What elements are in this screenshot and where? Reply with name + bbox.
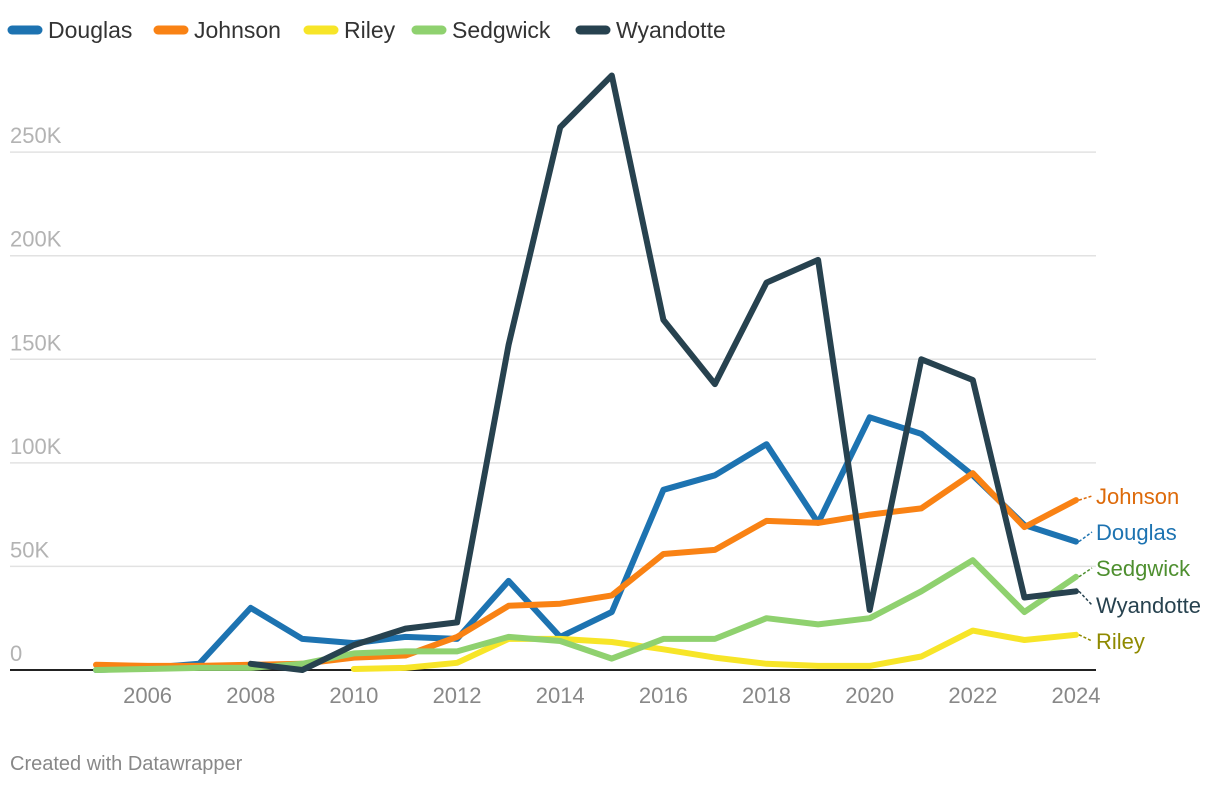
legend-label: Sedgwick [452,17,551,43]
x-tick-label: 2012 [433,683,482,708]
y-tick-label: 100K [10,434,62,459]
y-tick-label: 200K [10,227,62,252]
series-line-johnson [93,470,1079,669]
y-tick-label: 150K [10,330,62,355]
end-label-douglas: Douglas [1096,520,1177,545]
legend-item-wyandotte: Wyandotte [575,17,726,43]
x-tick-label: 2024 [1052,683,1101,708]
x-tick-label: 2010 [329,683,378,708]
legend-item-johnson: Johnson [153,17,281,43]
legend-item-sedgwick: Sedgwick [411,17,551,43]
x-tick-label: 2016 [639,683,688,708]
x-tick-label: 2022 [948,683,997,708]
x-tick-label: 2006 [123,683,172,708]
end-label-leader [1078,495,1093,501]
series-line-riley [350,627,1079,672]
end-label-sedgwick: Sedgwick [1096,556,1191,581]
end-label-riley: Riley [1096,629,1145,654]
legend-item-douglas: Douglas [7,17,132,43]
end-label-leader [1078,590,1093,606]
x-tick-label: 2020 [845,683,894,708]
legend-label: Riley [344,17,396,43]
end-label-wyandotte: Wyandotte [1096,593,1201,618]
legend-label: Wyandotte [616,17,726,43]
legend-label: Douglas [48,17,132,43]
series-line-wyandotte [247,72,1079,673]
credit-footer: Created with Datawrapper [10,753,243,775]
legend-item-riley: Riley [303,17,396,43]
end-label-leader [1078,531,1093,543]
x-tick-label: 2008 [226,683,275,708]
end-label-johnson: Johnson [1096,484,1179,509]
y-tick-label: 0 [10,641,22,666]
x-tick-label: 2014 [536,683,585,708]
x-tick-label: 2018 [742,683,791,708]
legend-label: Johnson [194,17,281,43]
y-tick-label: 50K [10,537,49,562]
y-tick-label: 250K [10,123,62,148]
end-label-leader [1078,634,1093,642]
end-label-leader [1078,567,1093,578]
series-line-douglas [93,414,1079,673]
